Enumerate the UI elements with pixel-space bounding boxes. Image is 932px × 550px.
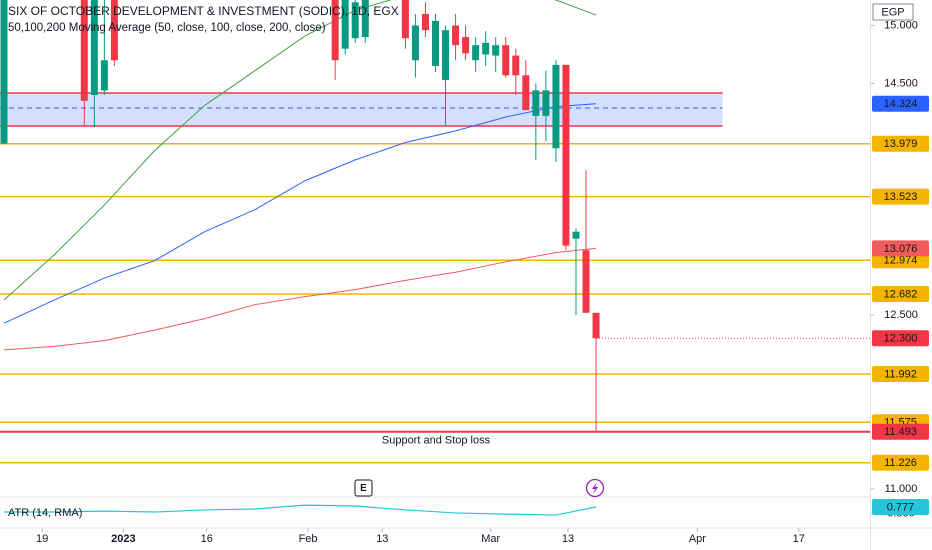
candle-body [90,0,98,95]
candle-body [592,312,600,339]
candle-body [522,75,530,111]
candle-body [0,0,8,144]
x-tick-label: 13 [562,533,574,545]
support-label: 11.493 [884,426,917,438]
ma-label: 13.076 [884,243,918,255]
moving-average [3,247,597,351]
level-label-box [872,135,929,152]
candle-body [110,0,118,61]
candle-body [361,0,369,38]
dividend-icon[interactable] [585,478,605,498]
candle-body [552,64,560,149]
atr-label-box [872,499,929,516]
y-tick-label: 11.000 [885,483,918,495]
x-tick-label: 16 [201,533,213,545]
level-label: 12.974 [884,255,918,267]
level-label: 13.523 [884,191,918,203]
currency-box[interactable] [872,3,914,21]
candle-body [351,2,359,39]
support-text: Support and Stop loss [382,435,491,447]
candle-body [582,250,590,313]
candle-body [442,30,450,80]
events-icon[interactable]: E [354,479,373,497]
candle-body [100,60,108,91]
candle-body [331,0,339,61]
x-tick-label: Feb [299,533,318,545]
ma-label-box [872,95,929,112]
candle-body [432,20,440,67]
svg-text:E: E [360,483,367,494]
candle-body [532,90,540,116]
atr-title: ATR (14, RMA) [8,507,82,519]
x-tick-label: 17 [793,533,805,545]
chart-title: SIX OF OCTOBER DEVELOPMENT & INVESTMENT … [8,4,399,18]
candle-body [411,25,419,61]
atr-pane [4,504,597,516]
candle-body [452,25,460,46]
ma-label: 14.324 [884,98,918,110]
x-tick-label: 13 [376,533,388,545]
support-label-box [872,423,929,440]
y-tick-label: 15.000 [884,19,918,31]
candle-body [512,55,520,76]
candle-body [462,37,470,54]
level-label-box [872,454,929,471]
candle-body [562,64,570,246]
ma-label-box [872,240,929,257]
level-label: 11.992 [884,368,917,380]
candle-body [572,231,580,239]
level-label-box [872,286,929,303]
candle-body [502,45,510,76]
candle-body [492,45,500,56]
last-price-label-box [872,330,929,347]
candle-body [472,45,480,61]
level-label-box [872,188,929,205]
candle-body [80,0,88,101]
indicator-title: 50,100,200 Moving Average (50, close, 10… [8,22,326,34]
x-tick-label: 19 [36,533,48,545]
atr-label: 0.777 [887,501,915,513]
x-tick-label: 2023 [111,533,135,545]
main-pane: Support and Stop loss [0,0,870,464]
last-price-label: 12.300 [884,333,918,345]
zone [0,93,723,127]
candle-body [341,0,349,49]
currency: EGP [881,6,904,18]
moving-average [3,103,597,324]
atr-line [4,504,597,516]
moving-average [3,0,597,301]
y-tick-label: 12.500 [884,309,918,321]
candle-body [401,0,409,39]
x-tick-label: Mar [481,533,500,545]
level-label: 13.979 [884,138,918,150]
candle-body [542,90,550,116]
axes: 15.00014.50012.50011.0000.50019202316Feb… [36,19,929,545]
x-tick-label: Apr [689,533,706,545]
level-label: 11.226 [884,457,917,469]
level-label-box [872,365,929,382]
y-tick-label: 14.500 [884,77,918,89]
level-label: 12.682 [884,288,918,300]
candle-body [421,13,429,31]
candle-body [482,42,490,55]
